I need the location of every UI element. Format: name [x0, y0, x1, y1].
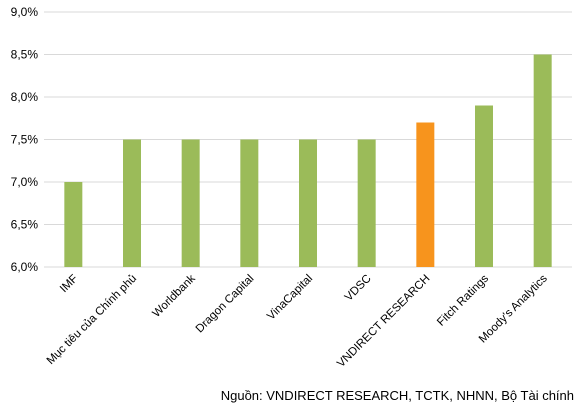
bar [240, 139, 259, 267]
y-tick-label: 6,5% [11, 218, 39, 232]
x-tick-label: VDSC [343, 273, 374, 304]
bar [123, 139, 141, 267]
source-note: Nguồn: VNDIRECT RESEARCH, TCTK, NHNN, Bộ… [220, 388, 574, 403]
bar [181, 139, 200, 267]
bar [357, 139, 376, 267]
bars [64, 54, 552, 267]
y-tick-label: 9,0% [11, 5, 39, 19]
y-tick-label: 7,5% [11, 133, 39, 147]
x-tick-label: Dragon Capital [194, 273, 257, 336]
x-tick-label: VinaCapital [265, 273, 315, 323]
y-tick-label: 8,0% [11, 90, 39, 104]
x-tick-label: Worldbank [151, 272, 198, 319]
bar [416, 122, 435, 267]
y-tick-label: 7,0% [11, 175, 39, 189]
x-tick-label: Fitch Ratings [435, 272, 491, 328]
y-tick-label: 8,5% [11, 48, 39, 62]
bar [475, 105, 493, 267]
bar [533, 54, 552, 267]
y-axis-tick-labels: 6,0% 6,5% 7,0% 7,5% 8,0% 8,5% 9,0% [11, 5, 39, 274]
bar [299, 139, 317, 267]
bar [64, 182, 83, 267]
y-tick-label: 6,0% [11, 260, 39, 274]
x-tick-label: IMF [58, 273, 80, 295]
